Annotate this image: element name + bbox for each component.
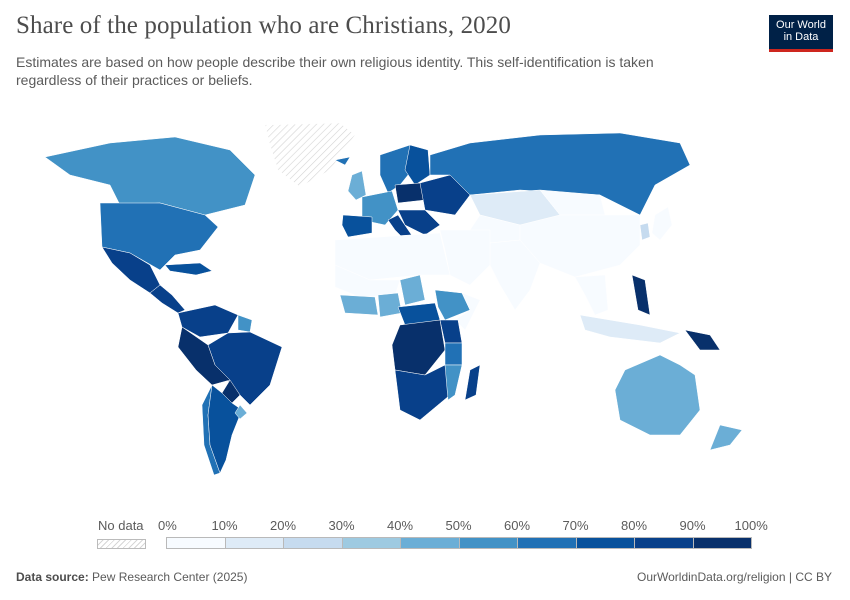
- legend-tick-label: 60%: [504, 518, 531, 533]
- country-philippines[interactable]: [631, 274, 651, 316]
- country-spain-portugal[interactable]: [341, 214, 373, 238]
- footer-link-wrap: OurWorldinData.org/religion | CC BY: [637, 570, 832, 584]
- footer-link[interactable]: OurWorldinData.org/religion | CC BY: [637, 570, 832, 584]
- country-indonesia[interactable]: [579, 314, 681, 344]
- legend-tick-label: 30%: [328, 518, 355, 533]
- country-australia[interactable]: [614, 354, 701, 436]
- owid-logo[interactable]: Our World in Data: [769, 15, 833, 52]
- legend-tick-label: 50%: [445, 518, 472, 533]
- country-new-zealand[interactable]: [709, 424, 743, 451]
- country-dr-congo-angola[interactable]: [391, 319, 446, 376]
- logo-line-1: Our World: [776, 19, 826, 31]
- map-legend: No data 0% 10% 20% 30% 40% 50% 60% 70% 80% 90% 100…: [0, 512, 850, 552]
- legend-bin[interactable]: [400, 537, 460, 549]
- legend-no-data-swatch: [97, 539, 146, 549]
- chart-subtitle: Estimates are based on how people descri…: [16, 54, 654, 88]
- data-source: Data source: Pew Research Center (2025): [16, 570, 247, 584]
- country-nigeria[interactable]: [377, 292, 403, 318]
- country-eastern-europe[interactable]: [419, 174, 471, 216]
- country-southeast-asia[interactable]: [574, 274, 609, 316]
- country-madagascar[interactable]: [464, 364, 481, 401]
- legend-bin[interactable]: [692, 537, 752, 549]
- data-source-label: Data source:: [16, 570, 89, 584]
- legend-tick-label: 100%: [734, 518, 768, 533]
- legend-bin[interactable]: [224, 537, 284, 549]
- country-south-asia[interactable]: [489, 239, 541, 311]
- country-finland[interactable]: [404, 144, 431, 186]
- country-japan[interactable]: [651, 206, 673, 241]
- country-united-kingdom[interactable]: [347, 170, 367, 201]
- legend-tick-label: 70%: [562, 518, 589, 533]
- legend-bin[interactable]: [166, 537, 226, 549]
- legend-bin[interactable]: [283, 537, 343, 549]
- country-russia[interactable]: [429, 132, 691, 216]
- chart-title: Share of the population who are Christia…: [16, 12, 511, 39]
- legend-no-data-label: No data: [98, 518, 144, 533]
- legend-bin[interactable]: [634, 537, 694, 549]
- country-chad[interactable]: [399, 274, 426, 306]
- data-source-value: Pew Research Center (2025): [92, 570, 248, 584]
- country-canada[interactable]: [44, 136, 256, 216]
- legend-tick-label: 10%: [211, 518, 238, 533]
- country-papua-new-guinea[interactable]: [684, 329, 721, 351]
- country-caribbean[interactable]: [164, 262, 213, 276]
- country-guianas[interactable]: [237, 314, 253, 333]
- world-map: [44, 122, 743, 476]
- legend-bin[interactable]: [458, 537, 518, 549]
- country-korea[interactable]: [639, 222, 651, 241]
- country-middle-east[interactable]: [439, 229, 491, 286]
- legend-bin[interactable]: [341, 537, 401, 549]
- logo-line-2: in Data: [783, 31, 819, 43]
- country-mozambique[interactable]: [444, 364, 463, 401]
- legend-tick-label: 20%: [270, 518, 297, 533]
- country-uruguay[interactable]: [234, 404, 248, 420]
- country-greenland[interactable]: [264, 122, 356, 188]
- legend-bin[interactable]: [575, 537, 635, 549]
- legend-tick-label: 90%: [679, 518, 706, 533]
- country-west-africa-coast[interactable]: [339, 294, 379, 316]
- country-tanzania[interactable]: [444, 342, 463, 366]
- legend-tick-label: 0%: [158, 518, 177, 533]
- legend-tick-label: 40%: [387, 518, 414, 533]
- country-peru-bolivia[interactable]: [177, 326, 231, 386]
- country-balkans[interactable]: [397, 209, 441, 236]
- country-central-america[interactable]: [149, 284, 186, 314]
- legend-tick-label: 80%: [621, 518, 648, 533]
- country-argentina[interactable]: [207, 384, 243, 474]
- country-ethiopia[interactable]: [434, 289, 471, 321]
- country-somalia[interactable]: [454, 292, 481, 331]
- legend-bin[interactable]: [517, 537, 577, 549]
